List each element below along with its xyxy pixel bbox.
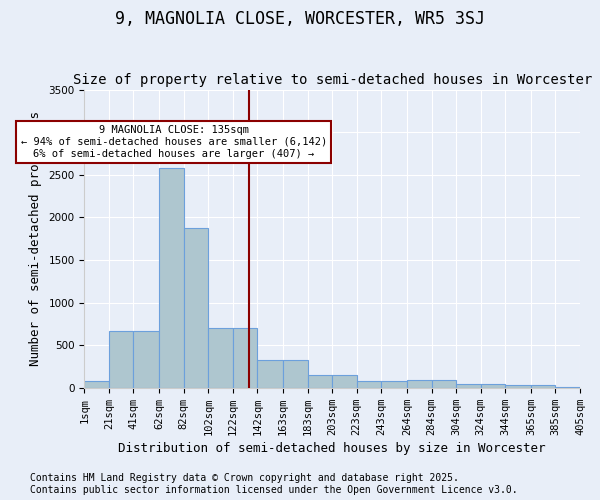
Bar xyxy=(531,386,556,388)
Bar xyxy=(109,330,133,388)
Bar xyxy=(308,375,332,388)
Title: Size of property relative to semi-detached houses in Worcester: Size of property relative to semi-detach… xyxy=(73,73,592,87)
Bar xyxy=(133,330,159,388)
Bar xyxy=(85,382,109,388)
Bar xyxy=(357,382,381,388)
Text: Contains HM Land Registry data © Crown copyright and database right 2025.
Contai: Contains HM Land Registry data © Crown c… xyxy=(30,474,518,495)
Bar xyxy=(233,328,257,388)
Bar xyxy=(431,380,456,388)
Bar xyxy=(505,386,531,388)
Y-axis label: Number of semi-detached properties: Number of semi-detached properties xyxy=(29,111,41,366)
Bar xyxy=(283,360,308,388)
Text: 9, MAGNOLIA CLOSE, WORCESTER, WR5 3SJ: 9, MAGNOLIA CLOSE, WORCESTER, WR5 3SJ xyxy=(115,10,485,28)
Text: 9 MAGNOLIA CLOSE: 135sqm
← 94% of semi-detached houses are smaller (6,142)
6% of: 9 MAGNOLIA CLOSE: 135sqm ← 94% of semi-d… xyxy=(20,126,327,158)
Bar xyxy=(257,360,283,388)
Bar xyxy=(381,382,407,388)
Bar xyxy=(407,380,431,388)
Bar xyxy=(208,328,233,388)
Bar xyxy=(332,375,357,388)
Bar xyxy=(159,168,184,388)
Bar xyxy=(456,384,481,388)
X-axis label: Distribution of semi-detached houses by size in Worcester: Distribution of semi-detached houses by … xyxy=(118,442,546,455)
Bar xyxy=(184,228,208,388)
Bar xyxy=(481,384,505,388)
